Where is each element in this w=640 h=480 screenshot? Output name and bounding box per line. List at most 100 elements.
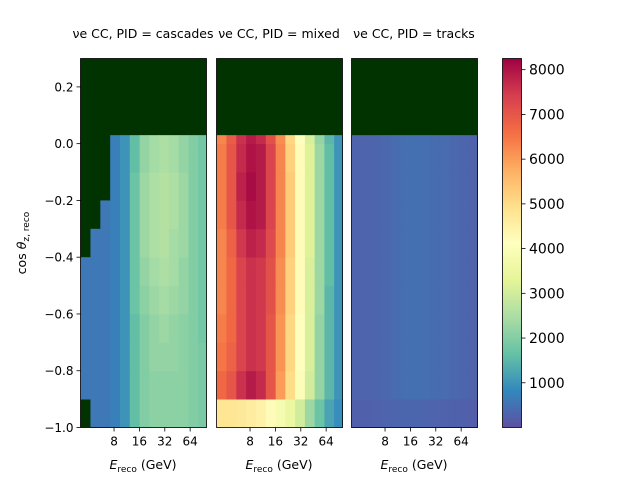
- heatmap-cell: [236, 342, 247, 372]
- colorbar-tick-label: 8000: [529, 63, 565, 79]
- heatmap-cell: [129, 370, 141, 400]
- heatmap-cell: [149, 200, 160, 230]
- heatmap-cell: [304, 228, 316, 258]
- heatmap-cell: [139, 172, 150, 201]
- heatmap-cell: [351, 370, 362, 400]
- heatmap-cell: [439, 135, 451, 145]
- heatmap-cell: [119, 172, 131, 201]
- heatmap-cell: [188, 172, 199, 201]
- heatmap-cell: [371, 172, 382, 201]
- heatmap-cell: [216, 313, 227, 343]
- heatmap-cell: [129, 228, 141, 258]
- heatmap-cell: [100, 285, 111, 315]
- heatmap-cell: [198, 399, 207, 428]
- heatmap-cell: [265, 399, 277, 428]
- heatmap-cell: [198, 228, 207, 258]
- heatmap-cell: [314, 200, 325, 230]
- heatmap-cell: [110, 313, 121, 343]
- heatmap-cell: [129, 143, 141, 173]
- heatmap-cell: [275, 399, 286, 428]
- heatmap-cell: [216, 370, 227, 400]
- heatmap-cell: [236, 313, 247, 343]
- heatmap-cell: [400, 313, 412, 343]
- heatmap-cell: [390, 228, 402, 258]
- colorbar-tick-label: 5000: [529, 197, 565, 213]
- heatmap-cell: [80, 370, 91, 400]
- y-axis-label: cos θz, reco: [14, 211, 32, 274]
- heatmap-cell: [459, 172, 470, 201]
- heatmap-cell: [285, 228, 296, 258]
- heatmap-cell: [410, 399, 421, 428]
- heatmap-cell: [334, 313, 343, 343]
- x-tick-label-tracks: 8: [381, 435, 389, 449]
- heatmap-cell: [449, 172, 460, 201]
- heatmap-cell: [168, 342, 180, 372]
- x-tick-label-mixed: 16: [268, 435, 283, 449]
- heatmap-cell: [100, 200, 111, 230]
- heatmap-cell: [110, 342, 121, 372]
- heatmap-cell: [400, 285, 412, 315]
- heatmap-cell: [304, 172, 316, 201]
- heatmap-cell: [469, 135, 478, 145]
- heatmap-cell: [226, 399, 237, 428]
- heatmap-cell: [80, 285, 91, 315]
- colorbar-ticks: 1000 2000 3000 4000 5000 6000 7000 8000: [521, 63, 565, 392]
- heatmap-cell: [285, 313, 296, 343]
- heatmap-cell: [188, 143, 199, 173]
- heatmap-cell: [285, 285, 296, 315]
- heatmap-cell: [285, 135, 296, 145]
- heatmap-cell: [178, 257, 189, 286]
- heatmap-cell: [285, 257, 296, 286]
- heatmap-cell: [265, 143, 277, 173]
- heatmap-cell: [334, 257, 343, 286]
- heatmap-cell: [400, 135, 412, 145]
- heatmap-cell: [188, 228, 199, 258]
- y-tick-label: −0.4: [44, 251, 73, 265]
- heatmap-cell: [459, 285, 470, 315]
- heatmap-cell: [100, 313, 111, 343]
- heatmap-cell: [226, 172, 237, 201]
- heatmap-cell: [420, 285, 431, 315]
- heatmap-cell: [351, 342, 362, 372]
- heatmap-cell: [216, 285, 227, 315]
- x-tick-label-cascades: 16: [132, 435, 147, 449]
- heatmap-cell: [295, 342, 306, 372]
- x-tick-label-cascades: 8: [110, 435, 118, 449]
- heatmap-cell: [178, 342, 189, 372]
- heatmap-cell: [129, 342, 141, 372]
- heatmap-cell: [255, 285, 267, 315]
- heatmap-cell: [159, 285, 170, 315]
- heatmap-cell: [178, 313, 189, 343]
- heatmap-cell: [469, 172, 478, 201]
- heatmap-cell: [119, 342, 131, 372]
- heatmap-cell: [149, 285, 160, 315]
- heatmap-cell: [246, 313, 257, 343]
- heatmap-cell: [400, 172, 412, 201]
- heatmap-cell: [129, 172, 141, 201]
- heatmap-cell: [410, 285, 421, 315]
- heatmap-cell: [168, 135, 180, 145]
- heatmap-cell: [246, 228, 257, 258]
- heatmap-cell: [420, 342, 431, 372]
- heatmap-cell: [198, 172, 207, 201]
- heatmap-cell: [236, 200, 247, 230]
- heatmap-cell: [361, 200, 372, 230]
- x-tick-label-tracks: 64: [454, 435, 469, 449]
- heatmap-cell: [295, 200, 306, 230]
- heatmap-cell: [304, 342, 316, 372]
- heatmap-cell: [420, 143, 431, 173]
- heatmap-cell: [361, 370, 372, 400]
- heatmap-cell: [361, 313, 372, 343]
- heatmap-cell: [216, 200, 227, 230]
- heatmap-cell: [226, 342, 237, 372]
- heatmap-cell: [371, 135, 382, 145]
- heatmap-cell: [139, 200, 150, 230]
- heatmap-cell: [390, 370, 402, 400]
- heatmap-cell: [334, 342, 343, 372]
- heatmap-cell: [236, 228, 247, 258]
- heatmap-cell: [361, 257, 372, 286]
- heatmap-cell: [430, 285, 441, 315]
- heatmap-cell: [246, 135, 257, 145]
- heatmap-cell: [390, 143, 402, 173]
